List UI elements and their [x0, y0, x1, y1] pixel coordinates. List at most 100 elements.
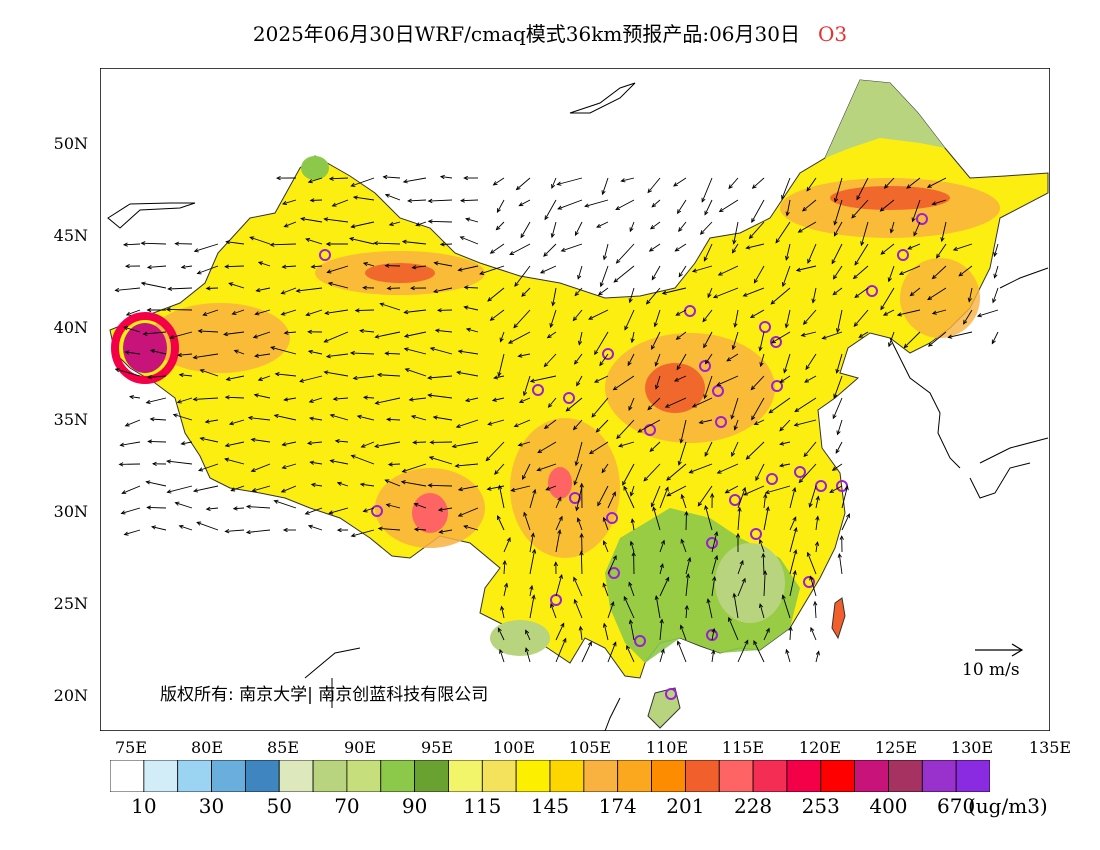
wind-vector — [503, 537, 511, 553]
colorbar-unit: (ug/m3) — [968, 794, 1048, 818]
wind-vector — [809, 485, 817, 508]
wind-vector-head — [579, 550, 584, 556]
wind-vector-head — [664, 403, 670, 408]
monitoring-site — [371, 505, 383, 517]
wind-vector-head — [675, 311, 681, 316]
coastline-outlines — [107, 82, 1049, 731]
wind-vector-head — [558, 515, 563, 521]
wind-vector-head — [623, 485, 628, 491]
wind-vector-head — [618, 443, 624, 448]
wind-vector-head — [887, 277, 892, 283]
wind-vector — [433, 287, 453, 293]
wind-vector-head — [602, 540, 607, 546]
wind-vector — [782, 595, 791, 619]
wind-vector — [992, 287, 999, 303]
lat-label: 35N — [53, 410, 88, 429]
wind-vector-head — [305, 312, 311, 317]
wind-vector-head — [612, 386, 618, 391]
wind-vector-head — [454, 463, 460, 468]
wind-vector-head — [741, 486, 747, 492]
japan-coast-2 — [969, 462, 1031, 499]
wind-vector-head — [909, 291, 915, 297]
wind-vector — [733, 221, 739, 244]
wind-vector — [601, 463, 609, 473]
wind-vector — [122, 485, 141, 494]
wind-vector — [732, 243, 739, 253]
wind-vector — [490, 309, 505, 321]
wind-vector — [822, 331, 843, 340]
wind-vector-head — [224, 264, 229, 269]
wind-vector-head — [792, 516, 797, 522]
monitoring-site — [803, 576, 815, 588]
wind-vector-head — [307, 349, 313, 355]
wind-vector — [166, 308, 193, 311]
wind-vector-head — [792, 486, 797, 493]
wind-vector — [388, 463, 401, 466]
wind-vector-head — [146, 265, 152, 270]
wind-vector-head — [724, 489, 730, 494]
wind-vector — [607, 555, 617, 575]
wind-vector-head — [497, 484, 503, 490]
wind-vector-head — [499, 648, 504, 654]
lon-label: 75E — [114, 738, 148, 757]
wind-vector — [529, 533, 534, 553]
wind-vector-head — [198, 467, 204, 472]
wind-vector-head — [384, 263, 390, 268]
wind-vector-head — [307, 329, 313, 335]
wind-vector-head — [673, 377, 679, 382]
monitoring-sites — [319, 213, 928, 700]
wind-vector-head — [601, 190, 606, 196]
wind-vector-head — [546, 333, 552, 339]
wind-vector-head — [543, 424, 549, 430]
colorbar-swatch — [177, 760, 212, 792]
wind-vector — [466, 328, 479, 333]
wind-vector — [574, 599, 583, 619]
wind-vector — [963, 309, 973, 325]
wind-vector-head — [703, 343, 708, 349]
wind-vector — [680, 539, 687, 553]
wind-vector — [718, 265, 739, 276]
wind-vector — [282, 265, 297, 268]
wind-vector-head — [735, 532, 741, 538]
wind-vector — [375, 397, 401, 404]
wind-vector-head — [647, 188, 652, 194]
wind-vector-head — [192, 488, 199, 493]
wind-vector — [178, 353, 193, 356]
wind-vector-head — [128, 394, 134, 400]
wind-vector — [659, 649, 665, 663]
wind-vector-head — [712, 294, 718, 299]
wind-vector-head — [521, 292, 526, 297]
wind-vector — [662, 287, 687, 294]
wind-vector-head — [687, 556, 692, 562]
wind-vector — [713, 287, 739, 298]
wind-vector — [308, 350, 323, 355]
wind-vector-head — [299, 378, 305, 383]
wind-vector-head — [763, 493, 768, 499]
wind-vector-head — [354, 308, 360, 313]
monitoring-site — [563, 392, 575, 404]
wind-vector — [229, 282, 245, 289]
colorbar-label: 50 — [266, 794, 292, 818]
wind-vector-head — [835, 368, 840, 374]
wind-vector — [805, 353, 817, 370]
lon-label: 90E — [343, 738, 377, 757]
red-patch-tibet — [412, 493, 448, 533]
wind-vector-head — [177, 352, 182, 358]
wind-vector — [508, 331, 531, 344]
colorbar-label: 30 — [198, 794, 225, 818]
wind-vector-head — [325, 241, 331, 247]
wind-vector-head — [854, 260, 859, 266]
wind-vector-head — [531, 594, 536, 600]
wind-vector-head — [579, 482, 584, 488]
wind-vector-head — [427, 198, 433, 204]
wind-vector-head — [678, 227, 683, 233]
wind-vector — [206, 507, 219, 510]
wind-vector — [148, 440, 167, 443]
wind-vector — [596, 419, 609, 433]
wind-vector-head — [620, 178, 626, 183]
wind-vector-head — [323, 217, 329, 222]
wind-vector — [414, 528, 427, 531]
wind-vector-head — [622, 480, 627, 486]
colorbar-label: 70 — [334, 794, 360, 818]
wind-vector-head — [273, 499, 279, 504]
